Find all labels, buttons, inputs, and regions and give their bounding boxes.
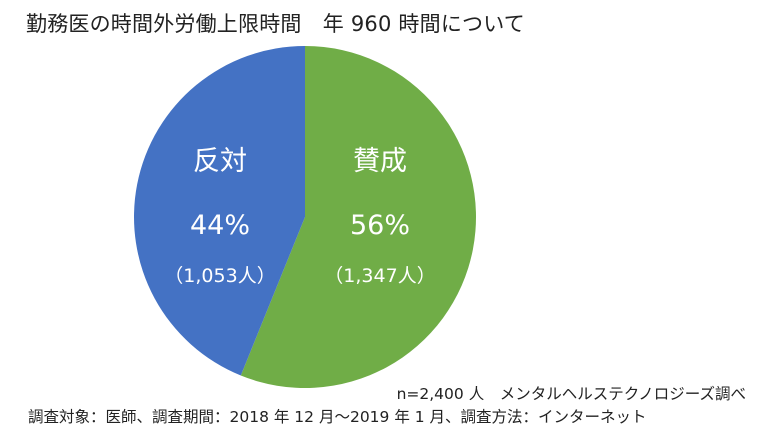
slice-label-agree: 賛成 xyxy=(353,146,407,177)
chart-title: 勤務医の時間外労働上限時間 年 960 時間について xyxy=(26,12,526,36)
survey-note: 調査対象：医師、調査期間：2018 年 12 月～2019 年 1 月、調査方法… xyxy=(28,408,647,426)
slice-count-agree: （1,347人） xyxy=(324,265,435,287)
slice-percent-agree: 56% xyxy=(350,210,410,241)
pie-slice-agree xyxy=(240,46,477,388)
pie-slice-disagree xyxy=(134,46,305,376)
sample-note: n=2,400 人 メンタルヘルステクノロジーズ調べ xyxy=(396,385,746,403)
pie-slice-labels: 賛成 56% （1,347人） 反対 44% （1,053人） xyxy=(164,146,435,287)
slice-label-disagree: 反対 xyxy=(193,146,247,177)
slice-count-disagree: （1,053人） xyxy=(164,265,275,287)
pie-slices xyxy=(134,46,477,388)
slice-percent-disagree: 44% xyxy=(190,210,250,241)
